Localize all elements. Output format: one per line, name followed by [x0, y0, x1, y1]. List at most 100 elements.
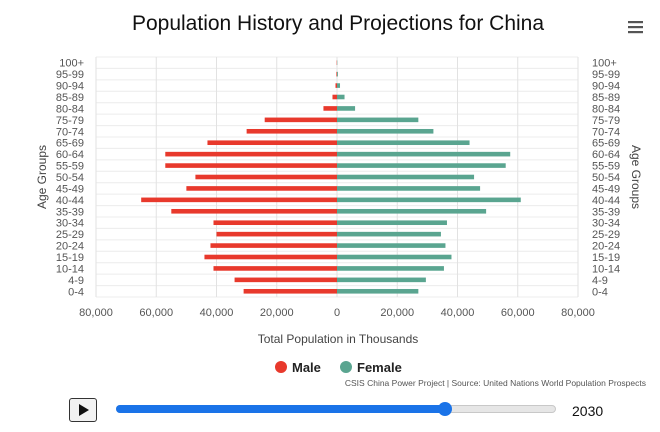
bar-male-4-9[interactable] [234, 277, 337, 283]
bar-male-55-59[interactable] [165, 163, 337, 168]
category-label-right: 0-4 [592, 286, 608, 298]
category-label-left: 50-54 [56, 172, 84, 184]
category-label-right: 30-34 [592, 218, 620, 230]
x-axis-title: Total Population in Thousands [258, 332, 419, 346]
x-tick-label: 60,000 [501, 307, 535, 319]
legend-label-female: Female [357, 360, 402, 375]
x-tick-label: 40,000 [200, 307, 234, 319]
x-tick-label: 20,000 [260, 307, 294, 319]
bar-female-4-9[interactable] [337, 277, 426, 283]
play-button[interactable] [69, 398, 97, 422]
x-tick-label: 0 [334, 307, 340, 319]
y-axis-title-left: Age Groups [35, 145, 49, 209]
category-label-left: 100+ [59, 58, 84, 70]
legend-marker-female [340, 361, 352, 373]
category-label-left: 60-64 [56, 149, 84, 161]
bar-female-90-94[interactable] [337, 83, 341, 88]
play-icon [79, 404, 89, 416]
category-label-right: 4-9 [592, 275, 608, 287]
bar-female-55-59[interactable] [337, 163, 506, 168]
category-label-left: 75-79 [56, 115, 84, 127]
category-label-right: 90-94 [592, 81, 620, 93]
category-label-left: 15-19 [56, 252, 84, 264]
category-label-left: 4-9 [68, 275, 84, 287]
bar-male-45-49[interactable] [186, 186, 337, 191]
bar-female-20-24[interactable] [337, 243, 446, 248]
category-label-right: 75-79 [592, 115, 620, 127]
category-label-left: 25-29 [56, 229, 84, 241]
hamburger-icon[interactable] [628, 21, 643, 34]
category-label-left: 65-69 [56, 138, 84, 150]
category-label-right: 25-29 [592, 229, 620, 241]
bar-female-0-4[interactable] [337, 288, 419, 294]
bar-male-90-94[interactable] [335, 83, 337, 88]
bars [141, 60, 521, 294]
bar-male-80-84[interactable] [323, 106, 337, 111]
chart-title: Population History and Projections for C… [132, 12, 544, 35]
category-label-right: 15-19 [592, 252, 620, 264]
bar-female-75-79[interactable] [337, 117, 419, 123]
legend-item-male[interactable]: Male [275, 360, 321, 375]
bar-male-10-14[interactable] [213, 266, 337, 271]
category-label-right: 10-14 [592, 263, 620, 275]
category-label-left: 90-94 [56, 81, 84, 93]
category-label-left: 20-24 [56, 241, 84, 253]
category-label-left: 30-34 [56, 218, 84, 230]
category-label-right: 55-59 [592, 161, 620, 173]
category-label-right: 45-49 [592, 183, 620, 195]
category-label-right: 20-24 [592, 241, 620, 253]
category-label-left: 35-39 [56, 206, 84, 218]
bar-female-10-14[interactable] [337, 266, 444, 271]
bar-female-80-84[interactable] [337, 106, 356, 111]
x-tick-label: 60,000 [139, 307, 173, 319]
bar-male-25-29[interactable] [216, 231, 338, 237]
bar-male-65-69[interactable] [207, 140, 337, 146]
bar-male-20-24[interactable] [210, 243, 337, 248]
bar-female-15-19[interactable] [337, 254, 452, 260]
legend-item-female[interactable]: Female [340, 360, 402, 375]
bar-male-75-79[interactable] [264, 117, 337, 123]
slider-thumb[interactable] [437, 402, 452, 416]
bar-female-45-49[interactable] [337, 186, 481, 191]
bar-female-70-74[interactable] [337, 128, 434, 134]
category-label-right: 70-74 [592, 126, 620, 138]
bar-female-60-64[interactable] [337, 151, 511, 157]
bar-female-25-29[interactable] [337, 231, 441, 237]
category-label-left: 55-59 [56, 161, 84, 173]
category-label-left: 70-74 [56, 126, 84, 138]
bar-male-60-64[interactable] [165, 151, 337, 157]
x-axis-ticks: 80,000 60,000 40,000 20,000 0 20,000 40,000 60,… [79, 307, 595, 319]
bar-male-85-89[interactable] [332, 94, 337, 100]
year-label: 2030 [572, 403, 604, 419]
bar-female-95-99[interactable] [337, 71, 338, 77]
legend: Male Female [275, 360, 402, 375]
bar-male-70-74[interactable] [246, 128, 337, 134]
category-label-left: 0-4 [68, 286, 84, 298]
category-label-right: 95-99 [592, 69, 620, 81]
bar-male-0-4[interactable] [243, 288, 337, 294]
credits[interactable]: CSIS China Power Project | Source: Unite… [345, 378, 646, 388]
year-slider[interactable] [116, 402, 556, 416]
bar-female-40-44[interactable] [337, 197, 521, 203]
bar-female-65-69[interactable] [337, 140, 470, 146]
bar-female-85-89[interactable] [337, 94, 345, 100]
x-tick-label: 80,000 [561, 307, 595, 319]
bar-female-50-54[interactable] [337, 174, 475, 180]
bar-male-30-34[interactable] [213, 220, 337, 226]
category-label-right: 60-64 [592, 149, 620, 161]
bar-female-30-34[interactable] [337, 220, 447, 226]
bar-male-95-99[interactable] [336, 71, 337, 77]
bar-male-15-19[interactable] [204, 254, 337, 260]
category-label-left: 10-14 [56, 263, 84, 275]
bar-female-35-39[interactable] [337, 208, 487, 214]
category-label-right: 50-54 [592, 172, 620, 184]
legend-label-male: Male [292, 360, 321, 375]
bar-male-35-39[interactable] [171, 208, 337, 214]
category-label-left: 40-44 [56, 195, 84, 207]
category-label-left: 45-49 [56, 183, 84, 195]
bar-male-50-54[interactable] [195, 174, 337, 180]
bar-male-40-44[interactable] [141, 197, 337, 203]
category-label-right: 100+ [592, 58, 617, 70]
